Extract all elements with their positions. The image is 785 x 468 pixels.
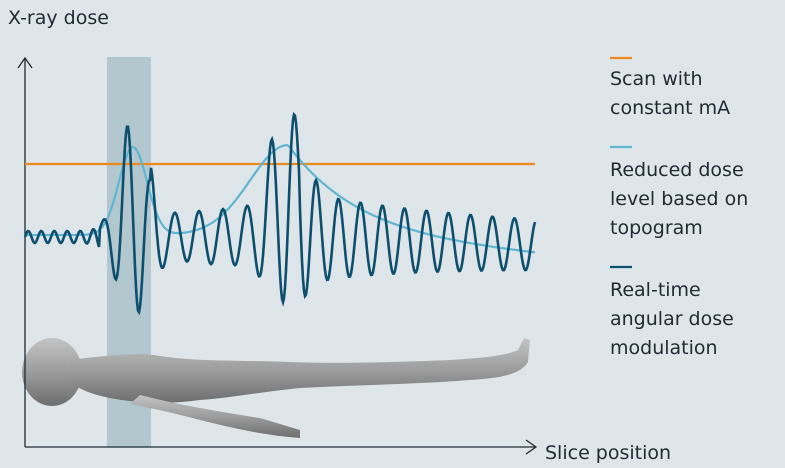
legend-text: angular dose: [610, 308, 734, 330]
legend-text: Real-time: [610, 279, 701, 301]
legend-text: topogram: [610, 217, 703, 239]
legend-text: constant mA: [610, 97, 730, 119]
x-axis-label: Slice position: [545, 442, 671, 464]
legend-text: Reduced dose: [610, 159, 744, 181]
diagram: X-ray dose Slice position Scan with const…: [0, 0, 785, 468]
legend-text: modulation: [610, 337, 718, 359]
legend-text: Scan with: [610, 68, 703, 90]
legend-text: level based on: [610, 188, 748, 210]
y-axis-label: X-ray dose: [8, 7, 109, 29]
